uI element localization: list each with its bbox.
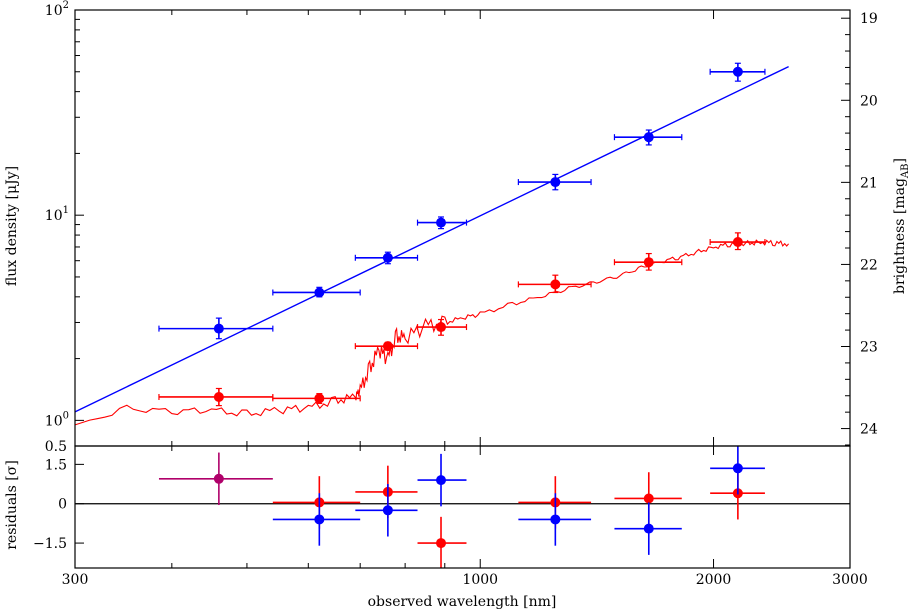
blue-point-2 — [382, 252, 393, 263]
red-point-6 — [732, 237, 743, 248]
y-tick-base-0: 10 — [45, 413, 63, 429]
blue-resid-point-4 — [643, 523, 654, 534]
red-point-4 — [550, 279, 561, 290]
red-model-curve — [74, 239, 790, 426]
blue-resid-point-1 — [382, 505, 393, 516]
y2-tick-label-1: 20 — [860, 93, 878, 109]
y2-tick-label-5: 24 — [860, 422, 878, 438]
resid-y-tick-label-0: 1.5 — [45, 457, 67, 473]
red-point-2 — [382, 341, 393, 352]
y-tick-label-0: 100 — [45, 410, 69, 429]
y-tick-exp-1: 1 — [63, 205, 69, 216]
red-point-0 — [213, 391, 224, 402]
x-axis-label: observed wavelength [nm] — [368, 594, 557, 610]
blue-resid-point-2 — [436, 475, 447, 486]
y-tick-base-2: 10 — [45, 3, 63, 19]
blue-point-3 — [436, 217, 447, 228]
y2-tick-label-4: 23 — [860, 339, 878, 355]
residuals-frame — [74, 445, 851, 569]
main-panel — [74, 62, 790, 426]
red-point-5 — [643, 257, 654, 268]
y2-axis-label: brightness [magAB] — [892, 158, 911, 294]
red-resid-point-5 — [643, 493, 654, 504]
y2-tick-label-0: 19 — [860, 11, 878, 27]
blue-fit-line — [74, 65, 789, 413]
y2-axis-label-main: brightness [mag — [892, 178, 908, 294]
y-tick-label-2: 102 — [45, 0, 69, 19]
blue-point-6 — [732, 66, 743, 77]
x-tick-label-0: 300 — [62, 572, 89, 588]
y2-tick-label-2: 21 — [860, 175, 878, 191]
red-resid-point-0 — [213, 473, 224, 484]
x-tick-label-3: 3000 — [832, 572, 868, 588]
y-tick-base-1: 10 — [45, 208, 63, 224]
resid-y-tick-label-1: 0 — [58, 497, 67, 513]
x-tick-label-2: 2000 — [696, 572, 732, 588]
x-tick-label-1: 1000 — [462, 572, 498, 588]
y-tick-exp-2: 2 — [63, 0, 69, 11]
axes-layer: 300 1000 2000 30001001011021920212223241.50… — [33, 0, 878, 588]
red-resid-point-3 — [436, 538, 447, 549]
blue-resid-point-0 — [314, 514, 325, 525]
red-point-1 — [314, 393, 325, 404]
blue-point-0 — [213, 323, 224, 334]
y2-axis-label-end: ] — [892, 158, 908, 163]
residuals-panel — [75, 446, 850, 568]
y2-tick-label-3: 22 — [860, 257, 878, 273]
y-axis-label: flux density [μJy] — [4, 166, 20, 286]
residuals-axis-label: residuals [σ] — [4, 460, 20, 550]
blue-point-1 — [314, 287, 325, 298]
resid-y-tick-label-2: −1.5 — [33, 536, 67, 552]
resid-top-label: 0.5 — [45, 439, 67, 455]
y2-axis-label-sub: AB — [900, 163, 911, 179]
y-tick-label-1: 101 — [45, 205, 69, 224]
red-point-3 — [436, 322, 447, 333]
blue-point-5 — [643, 132, 654, 143]
blue-resid-point-3 — [550, 514, 561, 525]
y-tick-exp-0: 0 — [63, 410, 69, 421]
blue-point-4 — [550, 177, 561, 188]
blue-resid-point-5 — [732, 463, 743, 474]
